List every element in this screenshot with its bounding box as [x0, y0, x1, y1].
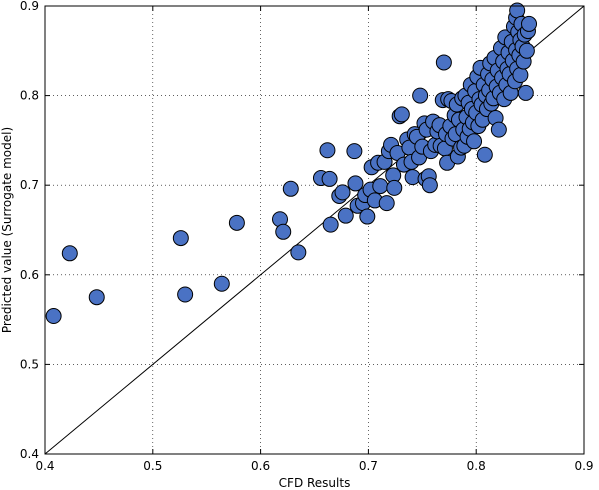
data-point: [337, 207, 354, 224]
data-point: [334, 184, 351, 201]
data-point: [490, 121, 507, 138]
x-tick-label: 0.6: [251, 459, 270, 473]
data-point: [378, 195, 395, 212]
data-point: [228, 214, 245, 231]
data-point: [290, 244, 307, 261]
data-point: [512, 66, 529, 83]
data-point: [322, 216, 339, 233]
data-point: [347, 175, 364, 192]
data-point: [509, 2, 526, 19]
y-tick-label: 0.4: [20, 447, 39, 461]
data-point: [213, 275, 230, 292]
data-point: [282, 180, 299, 197]
data-point: [319, 142, 336, 159]
data-point: [45, 308, 62, 325]
data-point: [359, 208, 376, 225]
data-point: [346, 143, 363, 160]
data-point: [61, 245, 78, 262]
x-tick-label: 0.7: [359, 459, 378, 473]
data-point: [275, 223, 292, 240]
data-point: [412, 87, 429, 104]
plot-frame: [44, 5, 585, 455]
data-point: [517, 84, 534, 101]
data-point: [435, 54, 452, 71]
data-point: [177, 286, 194, 303]
x-tick-label: 0.4: [35, 459, 54, 473]
data-point: [521, 15, 538, 32]
data-point: [372, 178, 389, 195]
y-axis-title: Predicted value (Surrogate model): [0, 127, 14, 333]
x-axis-title: CFD Results: [279, 476, 351, 490]
y-axis-ticks: 0.4 0.5 0.6 0.7 0.8 0.9: [20, 0, 584, 461]
data-points: [45, 2, 538, 325]
y-tick-label: 0.8: [20, 89, 39, 103]
y-tick-label: 0.9: [20, 0, 39, 13]
y-tick-label: 0.5: [20, 357, 39, 371]
data-point: [476, 146, 493, 163]
data-point: [88, 289, 105, 306]
data-point: [321, 170, 338, 187]
data-point: [386, 179, 403, 196]
data-point: [466, 133, 483, 150]
x-tick-label: 0.9: [574, 459, 593, 473]
data-point: [172, 230, 189, 247]
x-tick-label: 0.5: [143, 459, 162, 473]
data-point: [518, 42, 535, 59]
y-tick-label: 0.7: [20, 178, 39, 192]
data-point: [421, 177, 438, 194]
data-point: [393, 106, 410, 123]
y-tick-label: 0.6: [20, 268, 39, 282]
x-tick-label: 0.8: [467, 459, 486, 473]
x-axis-ticks: 0.4 0.5 0.6 0.7 0.8 0.9: [35, 6, 594, 473]
